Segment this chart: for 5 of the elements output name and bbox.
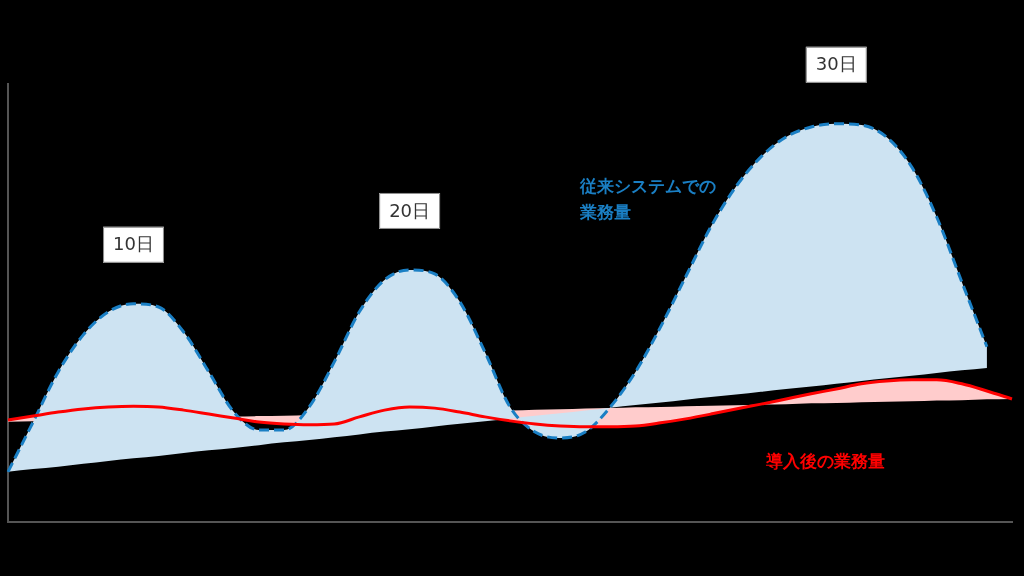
annotation: 10日	[113, 233, 154, 255]
text: 導入後の業務量	[765, 451, 885, 472]
text: 30日	[815, 53, 857, 75]
annotation: 20日	[389, 199, 431, 221]
series-label: 従来システムでの業務量	[579, 175, 717, 222]
